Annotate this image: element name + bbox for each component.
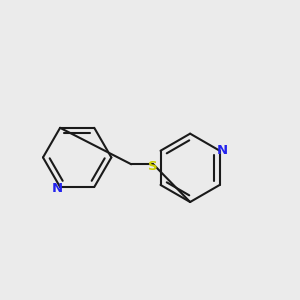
Text: N: N [217,144,228,157]
Text: N: N [52,182,63,195]
Text: S: S [148,160,158,173]
